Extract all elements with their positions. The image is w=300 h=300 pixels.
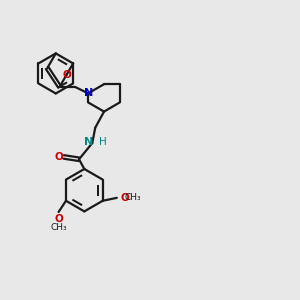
Text: H: H — [99, 137, 106, 148]
Text: CH₃: CH₃ — [125, 193, 141, 202]
Text: N: N — [83, 88, 93, 98]
Text: O: O — [54, 214, 63, 224]
Text: O: O — [121, 193, 129, 203]
Text: O: O — [54, 152, 63, 162]
Text: CH₃: CH₃ — [50, 223, 67, 232]
Text: O: O — [62, 70, 71, 80]
Text: N: N — [85, 137, 94, 148]
